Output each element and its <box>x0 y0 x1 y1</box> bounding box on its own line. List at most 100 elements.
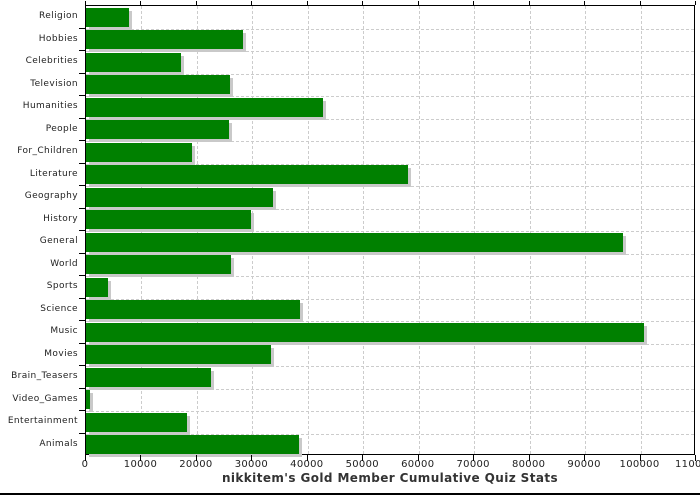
category-label: Movies <box>44 348 78 359</box>
category-label: World <box>50 258 78 269</box>
x-gridline <box>196 6 198 454</box>
x-gridline <box>252 6 254 454</box>
y-tick-mark <box>79 297 85 299</box>
x-tick-mark <box>195 455 197 461</box>
category-label: Celebrities <box>25 56 78 66</box>
x-gridline <box>307 6 309 454</box>
x-gridline <box>418 6 420 454</box>
y-gridline <box>86 28 694 30</box>
y-gridline <box>86 366 694 367</box>
category-label: Entertainment <box>7 416 78 426</box>
y-tick-mark <box>79 387 85 389</box>
x-tick-mark <box>417 455 419 461</box>
bar-celebrities <box>86 52 182 72</box>
category-label: Geography <box>24 191 78 201</box>
bar-religion <box>86 7 130 27</box>
x-tick-label: 10000 <box>123 459 158 470</box>
bottom-divider-line <box>0 493 700 495</box>
y-tick-mark <box>79 140 85 141</box>
x-tick-mark <box>584 1 586 5</box>
y-gridline <box>86 118 694 120</box>
x-tick-label: 30000 <box>234 459 269 470</box>
y-tick-mark <box>79 72 85 74</box>
x-tick-mark <box>584 455 586 461</box>
x-gridline <box>363 6 365 454</box>
category-label: Humanities <box>22 101 78 111</box>
category-label: Animals <box>39 438 78 449</box>
x-gridline <box>640 6 642 454</box>
category-label: Video_Games <box>12 393 78 404</box>
y-gridline <box>86 73 694 75</box>
y-tick-mark <box>79 275 85 276</box>
y-tick-mark <box>79 230 85 231</box>
x-tick-mark <box>306 1 308 5</box>
y-tick-mark <box>79 50 85 51</box>
y-gridline <box>86 298 694 300</box>
x-tick-mark <box>140 1 142 5</box>
category-label: Hobbies <box>38 33 78 44</box>
category-label: Television <box>30 78 78 89</box>
x-tick-mark <box>639 1 641 5</box>
y-tick-mark <box>79 252 85 254</box>
bar-science <box>86 300 300 320</box>
bar-history <box>86 210 252 230</box>
x-tick-mark <box>528 455 530 461</box>
bar-brain_teasers <box>86 367 211 387</box>
category-label: Music <box>50 326 78 336</box>
bar-music <box>86 322 645 342</box>
category-label: Religion <box>38 11 78 21</box>
bar-world <box>86 255 231 275</box>
y-tick-mark <box>79 95 85 96</box>
category-label: History <box>43 213 78 224</box>
y-gridline <box>86 208 694 210</box>
y-tick-mark <box>79 320 85 321</box>
bar-movies <box>86 345 271 365</box>
y-gridline <box>86 96 694 97</box>
category-label: Science <box>40 303 78 314</box>
x-tick-label: 100000 <box>619 459 660 470</box>
y-gridline <box>86 141 694 142</box>
x-tick-mark <box>695 1 696 5</box>
x-tick-mark <box>306 455 308 461</box>
bar-video_games <box>86 390 90 410</box>
x-tick-mark <box>251 1 253 5</box>
x-tick-mark <box>528 1 530 5</box>
x-tick-mark <box>251 455 253 461</box>
y-tick-mark <box>79 410 85 411</box>
y-gridline <box>86 276 694 277</box>
x-tick-label: 50000 <box>345 459 379 470</box>
category-label: Brain_Teasers <box>11 371 78 381</box>
x-gridline <box>141 6 143 454</box>
x-tick-label: 110000 <box>675 459 700 470</box>
y-tick-mark <box>79 117 85 119</box>
plot-area <box>85 5 695 455</box>
x-tick-mark <box>473 1 475 5</box>
y-gridline <box>86 343 694 345</box>
bar-entertainment <box>86 412 188 432</box>
bar-animals <box>86 435 299 455</box>
bar-general <box>86 232 623 252</box>
x-tick-label: 80000 <box>511 459 546 470</box>
y-gridline <box>86 163 694 165</box>
x-tick-label: 90000 <box>567 459 601 470</box>
bar-literature <box>86 165 409 185</box>
category-label: Sports <box>46 281 78 291</box>
y-gridline <box>86 321 694 322</box>
category-label: For_Children <box>17 146 78 156</box>
bar-humanities <box>86 97 324 117</box>
x-tick-label: 60000 <box>401 459 435 470</box>
x-tick-mark <box>473 455 475 461</box>
x-tick-mark <box>140 455 142 461</box>
chart-title: nikkitem's Gold Member Cumulative Quiz S… <box>221 471 559 485</box>
category-label: Literature <box>29 168 78 179</box>
category-label: People <box>45 123 78 134</box>
x-tick-mark <box>417 1 419 5</box>
y-gridline <box>86 253 694 255</box>
y-gridline <box>86 388 694 390</box>
y-tick-mark <box>79 342 85 344</box>
y-tick-mark <box>79 162 85 164</box>
y-gridline <box>86 51 694 52</box>
y-tick-mark <box>79 185 85 186</box>
x-tick-mark <box>695 455 696 461</box>
